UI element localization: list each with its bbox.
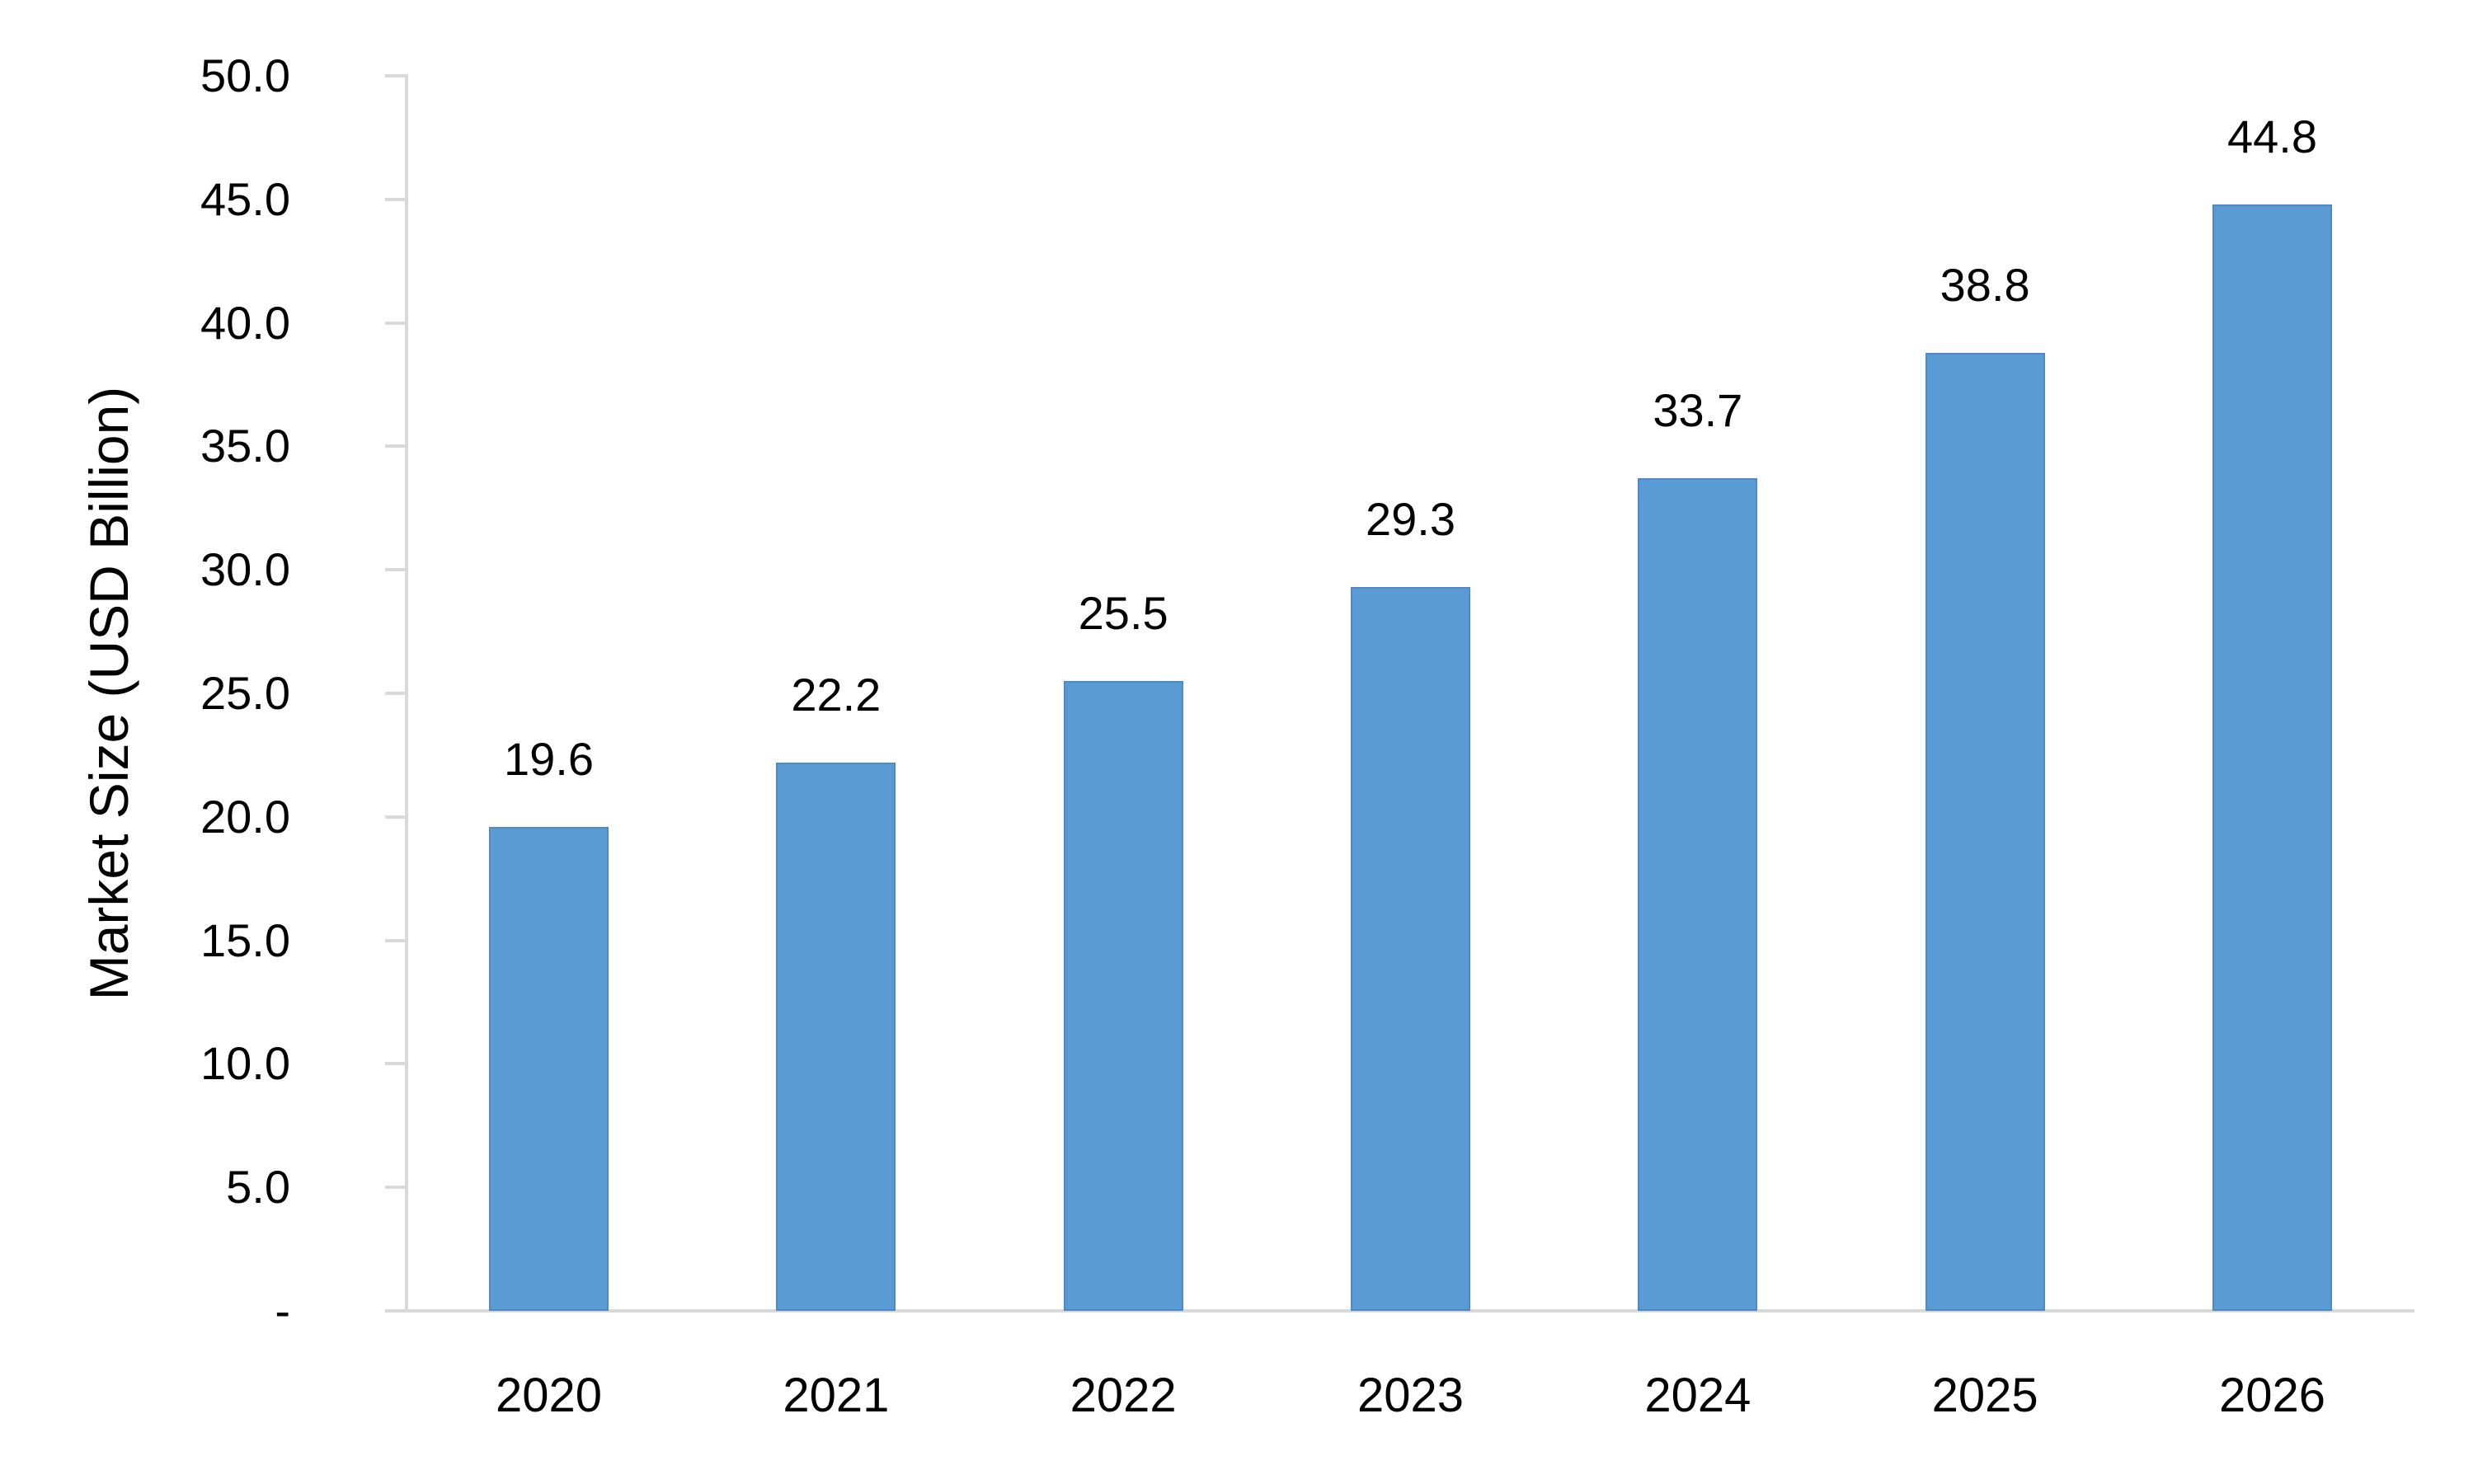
bar-value-label: 29.3 — [1365, 493, 1455, 546]
y-tick-mark — [385, 1062, 408, 1066]
y-tick-mark — [385, 197, 408, 201]
bar-value-label: 19.6 — [504, 732, 594, 785]
y-tick-label: 50.0 — [200, 49, 290, 101]
y-tick-label: 20.0 — [200, 790, 290, 843]
y-tick-label: 30.0 — [200, 543, 290, 596]
y-tick-mark — [385, 692, 408, 695]
y-tick-mark — [385, 321, 408, 325]
y-tick-label: 25.0 — [200, 667, 290, 719]
bar — [1925, 352, 2045, 1311]
x-category-label: 2026 — [2218, 1369, 2325, 1422]
bar — [489, 826, 609, 1311]
bar-value-label: 25.5 — [1078, 587, 1168, 640]
y-tick-mark — [385, 815, 408, 819]
y-tick-label: 45.0 — [200, 172, 290, 225]
y-tick-mark — [385, 1186, 408, 1190]
y-tick-label: - — [275, 1284, 290, 1336]
bar-value-label: 38.8 — [1940, 258, 2030, 311]
bar — [1350, 587, 1470, 1311]
y-tick-label: 5.0 — [226, 1161, 290, 1214]
bar-value-label: 44.8 — [2226, 110, 2317, 162]
x-category-label: 2022 — [1070, 1369, 1177, 1422]
x-axis-line — [385, 1309, 2414, 1313]
y-tick-mark — [385, 568, 408, 572]
y-tick-label: 40.0 — [200, 296, 290, 349]
y-tick-label: 15.0 — [200, 913, 290, 966]
bar — [1638, 478, 1758, 1311]
bar — [776, 762, 896, 1311]
bar-value-label: 22.2 — [791, 668, 882, 721]
y-tick-mark — [385, 74, 408, 77]
y-tick-label: 10.0 — [200, 1037, 290, 1090]
y-tick-label: 35.0 — [200, 420, 290, 472]
bar — [1063, 681, 1183, 1311]
x-category-label: 2023 — [1356, 1369, 1464, 1422]
y-tick-mark — [385, 444, 408, 448]
x-category-label: 2025 — [1931, 1369, 2038, 1422]
y-axis-line — [405, 74, 408, 1313]
x-category-label: 2024 — [1644, 1369, 1751, 1422]
bar-value-label: 33.7 — [1653, 384, 1743, 437]
y-tick-mark — [385, 938, 408, 942]
x-category-label: 2021 — [783, 1369, 890, 1422]
bar — [2212, 204, 2332, 1311]
x-category-label: 2020 — [495, 1369, 603, 1422]
